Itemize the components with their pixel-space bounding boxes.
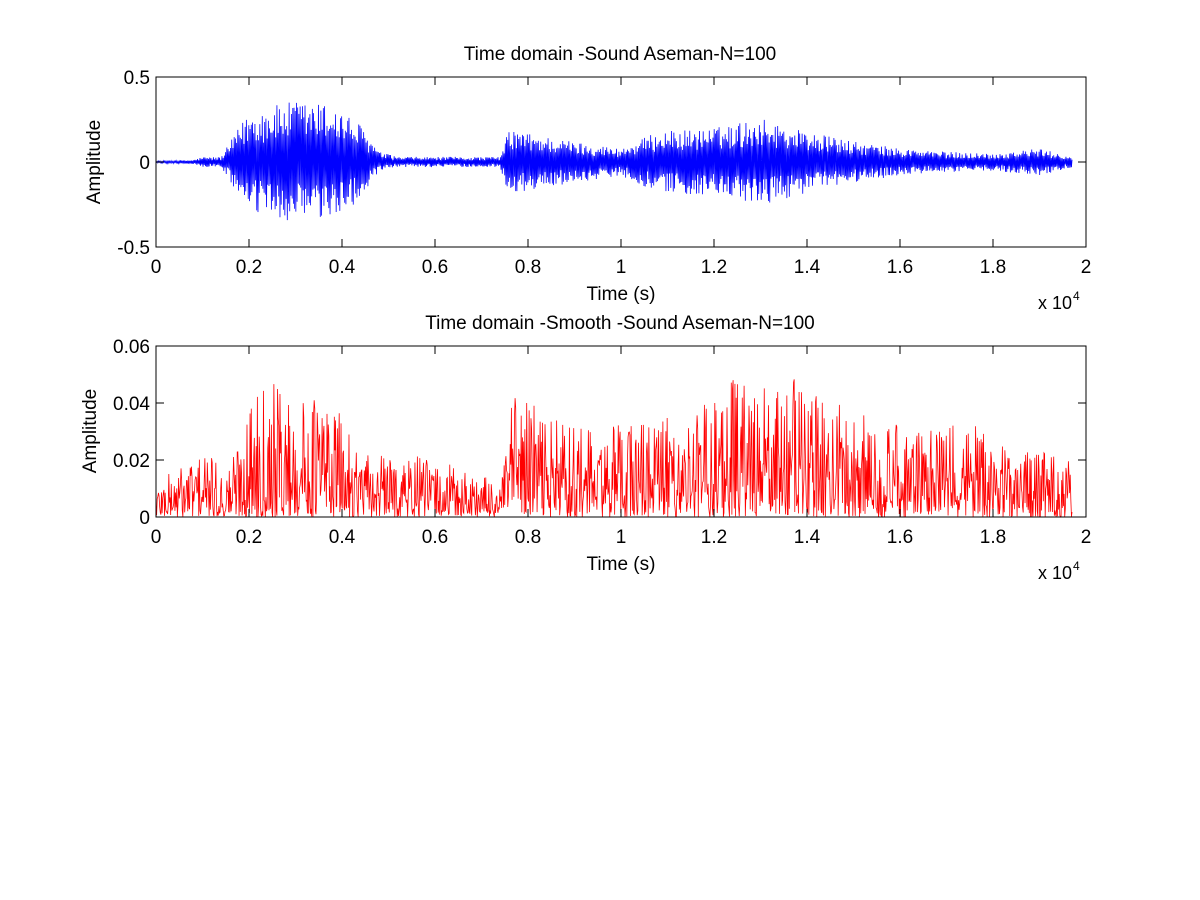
- x-axis-scale-base: x 10: [1038, 293, 1072, 313]
- x-tick-label: 0.8: [515, 527, 541, 548]
- x-tick-label: 1: [616, 257, 627, 278]
- x-axis-label: Time (s): [587, 284, 656, 305]
- series-line: [155, 379, 1073, 518]
- x-tick-label: 0.6: [422, 257, 448, 278]
- x-tick-label: 1.6: [887, 527, 913, 548]
- x-tick-label: 0.4: [329, 527, 356, 548]
- series-layer: [155, 379, 1073, 518]
- y-tick-label: 0: [139, 508, 150, 529]
- y-tick-label: -0.5: [117, 238, 150, 259]
- x-axis-scale-base: x 10: [1038, 563, 1072, 583]
- x-tick-label: 1.2: [701, 527, 727, 548]
- x-axis-label: Time (s): [587, 554, 656, 575]
- x-tick-label: 2: [1081, 257, 1092, 278]
- x-tick-label: 0: [151, 527, 162, 548]
- y-axis-label: Amplitude: [84, 120, 105, 205]
- x-tick-label: 1.8: [980, 257, 1006, 278]
- x-tick-label: 1.4: [794, 257, 821, 278]
- x-tick-label: 0.6: [422, 527, 448, 548]
- subplot-sound-waveform: Time domain -Sound Aseman-N=100 0 0.2 0.4 0…: [84, 44, 1091, 313]
- x-tick-label: 1: [616, 527, 627, 548]
- y-axis-label: Amplitude: [80, 389, 101, 474]
- x-tick-label: 1.2: [701, 257, 727, 278]
- x-tick-label: 0.2: [236, 257, 262, 278]
- x-axis-scale-exponent: 4: [1073, 289, 1080, 303]
- x-tick-label: 0.2: [236, 527, 262, 548]
- chart-title: Time domain -Smooth -Sound Aseman-N=100: [425, 313, 815, 334]
- ticks-layer: 0 0.2 0.4 0.6 0.8 1 1.2 1.4 1.6 1.8 2-0.500.5: [117, 68, 1091, 278]
- chart-title: Time domain -Sound Aseman-N=100: [464, 44, 776, 65]
- x-axis-scale-note: x 104: [1038, 289, 1080, 313]
- y-tick-label: 0.5: [124, 68, 150, 89]
- y-tick-label: 0.04: [113, 394, 150, 415]
- series-layer: [155, 102, 1073, 221]
- x-axis-scale-exponent: 4: [1073, 559, 1080, 573]
- ticks-layer: 0 0.2 0.4 0.6 0.8 1 1.2 1.4 1.6 1.8 2 0 0.02 0.04 0.06: [113, 337, 1091, 548]
- x-tick-label: 1.6: [887, 257, 913, 278]
- y-tick-label: 0.02: [113, 451, 150, 472]
- x-tick-label: 2: [1081, 527, 1092, 548]
- x-tick-label: 0.4: [329, 257, 356, 278]
- y-tick-label: 0: [139, 153, 150, 174]
- x-tick-label: 0: [151, 257, 162, 278]
- x-tick-label: 0.8: [515, 257, 541, 278]
- y-tick-label: 0.06: [113, 337, 150, 358]
- x-tick-label: 1.4: [794, 527, 821, 548]
- x-tick-label: 1.8: [980, 527, 1006, 548]
- series-line: [155, 102, 1073, 221]
- subplot-smooth-waveform: Time domain -Smooth -Sound Aseman-N=100 …: [80, 313, 1091, 583]
- x-axis-scale-note: x 104: [1038, 559, 1080, 583]
